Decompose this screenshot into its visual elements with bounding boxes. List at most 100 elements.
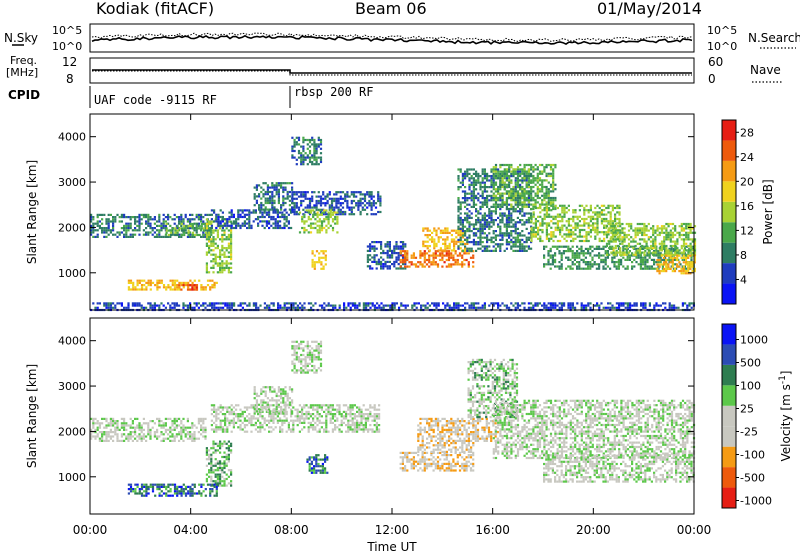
- heatmap-cell: [316, 211, 319, 214]
- heatmap-cell: [293, 156, 296, 159]
- heatmap-cell: [266, 208, 269, 211]
- heatmap-cell: [607, 211, 610, 214]
- heatmap-cell: [149, 279, 152, 282]
- heatmap-cell: [428, 261, 431, 264]
- heatmap-cell: [505, 177, 508, 180]
- heatmap-cell: [479, 230, 482, 233]
- heatmap-cell: [339, 197, 342, 200]
- heatmap-cell: [505, 201, 508, 204]
- heatmap-cell: [274, 224, 277, 227]
- heatmap-cell: [435, 304, 438, 307]
- heatmap-cell: [147, 213, 150, 216]
- heatmap-cell: [365, 304, 368, 307]
- heatmap-cell: [501, 238, 504, 241]
- heatmap-cell: [475, 214, 478, 217]
- heatmap-cell: [366, 249, 369, 252]
- heatmap-cell: [129, 288, 133, 291]
- heatmap-cell: [311, 138, 314, 142]
- heatmap-cell: [552, 205, 555, 208]
- heatmap-cell: [171, 302, 174, 305]
- heatmap-cell: [519, 208, 522, 211]
- heatmap-cell: [414, 265, 418, 268]
- heatmap-cell: [316, 231, 319, 234]
- heatmap-cell: [589, 224, 592, 227]
- heatmap-cell: [464, 192, 467, 195]
- heatmap-cell: [494, 207, 498, 211]
- heatmap-cell: [479, 238, 482, 241]
- heatmap-cell: [525, 221, 528, 224]
- heatmap-cell: [512, 168, 515, 171]
- heatmap-cell: [587, 261, 590, 264]
- heatmap-cell: [543, 306, 546, 309]
- heatmap-cell: [189, 288, 192, 291]
- heatmap-cell: [109, 302, 112, 305]
- heatmap-cell: [567, 302, 570, 305]
- heatmap-cell: [663, 240, 666, 243]
- heatmap-cell: [136, 284, 139, 287]
- heatmap-cell: [472, 234, 475, 237]
- heatmap-cell: [142, 213, 145, 216]
- heatmap-cell: [611, 304, 614, 307]
- heatmap-cell: [313, 210, 316, 214]
- heatmap-cell: [426, 306, 429, 309]
- heatmap-cell: [549, 168, 553, 171]
- heatmap-cell: [225, 249, 228, 252]
- heatmap-cell: [582, 304, 585, 307]
- heatmap-cell: [472, 201, 475, 204]
- heatmap-cell: [109, 304, 112, 307]
- heatmap-cell: [494, 183, 498, 186]
- heatmap-cell: [649, 244, 653, 248]
- heatmap-cell: [366, 202, 369, 205]
- heatmap-cell: [665, 227, 668, 230]
- heatmap-cell: [248, 224, 251, 227]
- heatmap-cell: [419, 263, 422, 266]
- heatmap-cell: [165, 229, 168, 232]
- heatmap-cell: [174, 233, 177, 237]
- heatmap-cell: [549, 196, 553, 200]
- heatmap-cell: [164, 306, 167, 309]
- heatmap-cell: [140, 279, 144, 282]
- heatmap-cell: [329, 211, 332, 214]
- heatmap-cell: [316, 213, 319, 216]
- heatmap-cell: [519, 245, 522, 248]
- heatmap-cell: [315, 199, 318, 203]
- heatmap-cell: [324, 250, 327, 253]
- heatmap-cell: [293, 206, 296, 209]
- heatmap-cell: [671, 263, 674, 266]
- heatmap-cell: [655, 302, 658, 305]
- heatmap-cell: [178, 288, 181, 291]
- heatmap-cell: [258, 193, 261, 196]
- heatmap-cell: [444, 306, 447, 309]
- heatmap-cell: [481, 205, 484, 208]
- heatmap-cell: [505, 192, 508, 195]
- heatmap-cell: [193, 235, 196, 238]
- heatmap-cell: [663, 244, 666, 248]
- heatmap-cell: [246, 222, 249, 225]
- heatmap-cell: [105, 306, 108, 309]
- heatmap-cell: [472, 225, 475, 228]
- heatmap-cell: [490, 225, 493, 228]
- heatmap-cell: [510, 214, 513, 217]
- heatmap-cell: [472, 203, 475, 206]
- heatmap-cell: [525, 241, 528, 244]
- heatmap-cell: [397, 258, 400, 261]
- heatmap-cell: [536, 304, 539, 307]
- heatmap-cell: [280, 184, 283, 187]
- heatmap-cell: [607, 231, 610, 234]
- heatmap-cell: [244, 302, 247, 305]
- heatmap-cell: [625, 253, 628, 256]
- heatmap-cell: [490, 181, 493, 184]
- heatmap-cell: [561, 204, 564, 207]
- heatmap-cell: [501, 232, 504, 235]
- heatmap-cell: [532, 226, 535, 229]
- heatmap-cell: [302, 199, 305, 203]
- heatmap-cell: [616, 222, 619, 225]
- heatmap-cell: [661, 265, 664, 268]
- heatmap-cell: [486, 177, 489, 180]
- heatmap-cell: [173, 284, 177, 287]
- heatmap-cell: [107, 220, 110, 223]
- heatmap-cell: [216, 231, 219, 234]
- heatmap-cell: [508, 203, 511, 206]
- heatmap-cell: [578, 267, 581, 270]
- heatmap-cell: [681, 258, 684, 261]
